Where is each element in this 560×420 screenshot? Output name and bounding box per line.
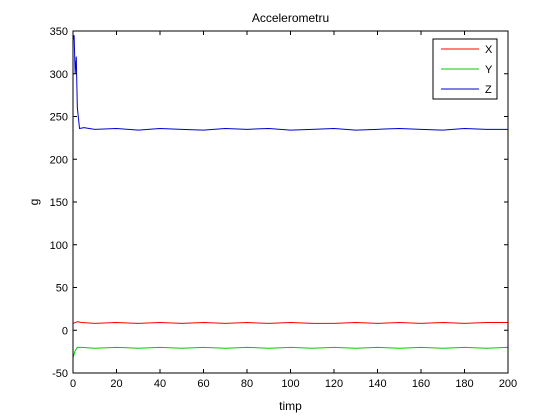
- x-tick-label: 60: [197, 378, 209, 390]
- legend-items: XYZ: [441, 44, 493, 96]
- legend: XYZ: [432, 38, 498, 100]
- x-tick-label: 180: [455, 378, 473, 390]
- ticks-layer: 0 20 40 60 80 100 120 140 160 180 200-500501001502…: [50, 26, 518, 390]
- chart-title: Accelerometru: [252, 11, 329, 25]
- y-tick-label: 0: [62, 325, 68, 337]
- legend-item-x: X: [441, 44, 493, 56]
- y-tick-label: 300: [50, 69, 68, 81]
- legend-label: X: [485, 44, 493, 56]
- x-tick-label: 120: [325, 378, 343, 390]
- x-tick-label: 20: [110, 378, 122, 390]
- series-line-y: [72, 346, 509, 358]
- x-tick-label: 100: [281, 378, 299, 390]
- x-tick-label: 140: [368, 378, 386, 390]
- series-layer: [72, 35, 509, 358]
- x-tick-label: 40: [154, 378, 166, 390]
- legend-item-z: Z: [441, 84, 492, 96]
- y-tick-label: -50: [52, 368, 68, 380]
- y-axis-label: g: [27, 199, 41, 206]
- x-tick-label: 160: [412, 378, 430, 390]
- y-tick-label: 250: [50, 112, 68, 124]
- legend-label: Z: [485, 84, 492, 96]
- series-line-x: [72, 321, 508, 324]
- y-tick-label: 200: [50, 154, 68, 166]
- legend-item-y: Y: [441, 64, 493, 76]
- x-tick-label: 80: [241, 378, 253, 390]
- x-axis-label: timp: [279, 399, 302, 413]
- legend-label: Y: [485, 64, 493, 76]
- y-tick-label: 150: [50, 197, 68, 209]
- x-tick-label: 200: [499, 378, 517, 390]
- x-tick-label: 0: [70, 378, 76, 390]
- y-tick-label: 350: [50, 26, 68, 38]
- y-tick-label: 100: [50, 240, 68, 252]
- series-line-z: [72, 35, 508, 131]
- y-tick-label: 50: [56, 283, 68, 295]
